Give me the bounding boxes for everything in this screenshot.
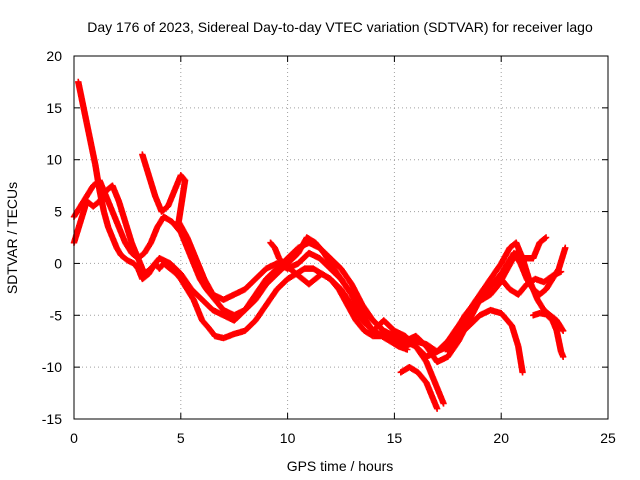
chart-title: Day 176 of 2023, Sidereal Day-to-day VTE… xyxy=(87,19,593,35)
series-trail xyxy=(268,240,409,353)
x-axis-label: GPS time / hours xyxy=(287,458,394,474)
series-trail xyxy=(445,235,549,354)
y-tick-label: 20 xyxy=(46,48,62,64)
y-tick-label: 5 xyxy=(54,204,62,220)
x-tick-label: 5 xyxy=(177,430,185,446)
x-tick-label: 15 xyxy=(387,430,403,446)
series-track-h xyxy=(444,234,550,355)
y-tick-label: -5 xyxy=(50,307,63,323)
y-axis-label: SDTVAR / TECUs xyxy=(4,182,20,294)
series-track-d xyxy=(139,151,567,360)
series-track-i xyxy=(530,310,567,360)
y-tick-label: 0 xyxy=(54,255,62,271)
data-series xyxy=(70,78,569,412)
series-track-f xyxy=(397,363,441,412)
series-trail xyxy=(398,364,440,411)
series-trail xyxy=(75,80,526,375)
y-tick-label: 10 xyxy=(46,152,62,168)
y-tick-label: -15 xyxy=(42,411,62,427)
series-trail xyxy=(531,310,566,359)
x-tick-label: 10 xyxy=(280,430,296,446)
series-track-e xyxy=(267,239,411,353)
x-tick-label: 25 xyxy=(600,430,616,446)
series-trail xyxy=(139,152,566,360)
x-tick-label: 20 xyxy=(493,430,509,446)
y-tick-label: -10 xyxy=(42,359,62,375)
x-tick-label: 0 xyxy=(70,430,78,446)
plot-frame xyxy=(73,55,609,420)
y-tick-label: 15 xyxy=(46,100,62,116)
